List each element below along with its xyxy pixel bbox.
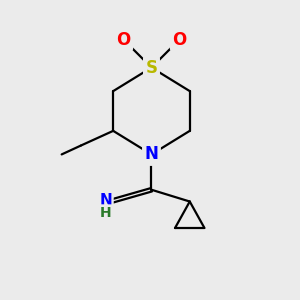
Text: O: O	[116, 31, 130, 49]
Text: S: S	[146, 58, 158, 76]
Text: O: O	[172, 31, 187, 49]
Text: N: N	[145, 146, 158, 164]
Text: H: H	[100, 206, 112, 220]
Text: N: N	[100, 193, 112, 208]
